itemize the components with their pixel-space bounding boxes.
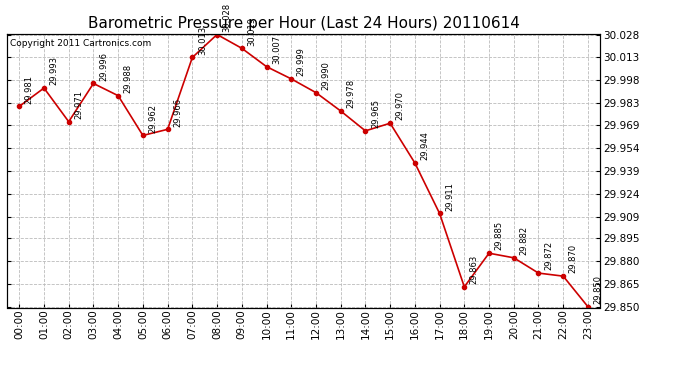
Text: 29.966: 29.966 — [173, 98, 182, 126]
Text: Copyright 2011 Cartronics.com: Copyright 2011 Cartronics.com — [10, 39, 151, 48]
Text: 29.962: 29.962 — [148, 104, 157, 133]
Text: 29.996: 29.996 — [99, 52, 108, 81]
Text: 29.965: 29.965 — [371, 99, 380, 128]
Text: 29.944: 29.944 — [420, 131, 429, 160]
Text: 30.013: 30.013 — [198, 26, 207, 55]
Text: 29.911: 29.911 — [445, 182, 454, 211]
Text: 29.872: 29.872 — [544, 241, 553, 270]
Text: 29.885: 29.885 — [495, 221, 504, 251]
Text: 29.981: 29.981 — [25, 75, 34, 104]
Text: 29.850: 29.850 — [593, 275, 602, 304]
Text: 29.970: 29.970 — [395, 92, 405, 120]
Text: 29.978: 29.978 — [346, 79, 355, 108]
Text: 29.870: 29.870 — [569, 244, 578, 273]
Text: 29.999: 29.999 — [297, 47, 306, 76]
Text: 30.028: 30.028 — [223, 3, 232, 32]
Title: Barometric Pressure per Hour (Last 24 Hours) 20110614: Barometric Pressure per Hour (Last 24 Ho… — [88, 16, 520, 31]
Text: 30.019: 30.019 — [247, 16, 257, 45]
Text: 29.993: 29.993 — [50, 56, 59, 85]
Text: 29.990: 29.990 — [322, 61, 331, 90]
Text: 29.882: 29.882 — [520, 226, 529, 255]
Text: 29.971: 29.971 — [75, 90, 83, 119]
Text: 30.007: 30.007 — [272, 35, 281, 64]
Text: 29.988: 29.988 — [124, 64, 132, 93]
Text: 29.863: 29.863 — [470, 255, 479, 284]
